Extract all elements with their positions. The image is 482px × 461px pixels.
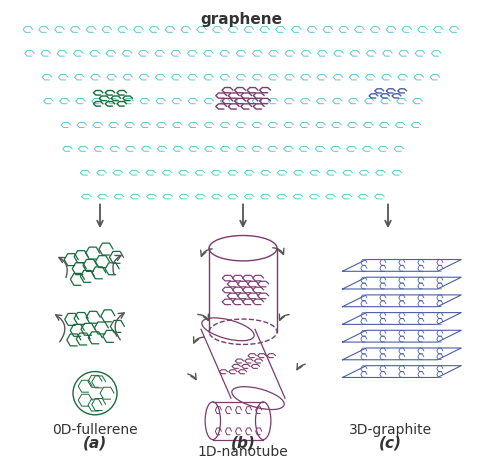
Text: (b): (b)	[230, 436, 255, 450]
Text: graphene: graphene	[200, 12, 282, 27]
Text: (a): (a)	[83, 436, 107, 450]
Text: 0D-fullerene: 0D-fullerene	[52, 423, 138, 437]
Text: 3D-graphite: 3D-graphite	[348, 423, 431, 437]
Text: 1D-nanotube: 1D-nanotube	[198, 445, 288, 459]
Text: (c): (c)	[378, 436, 402, 450]
